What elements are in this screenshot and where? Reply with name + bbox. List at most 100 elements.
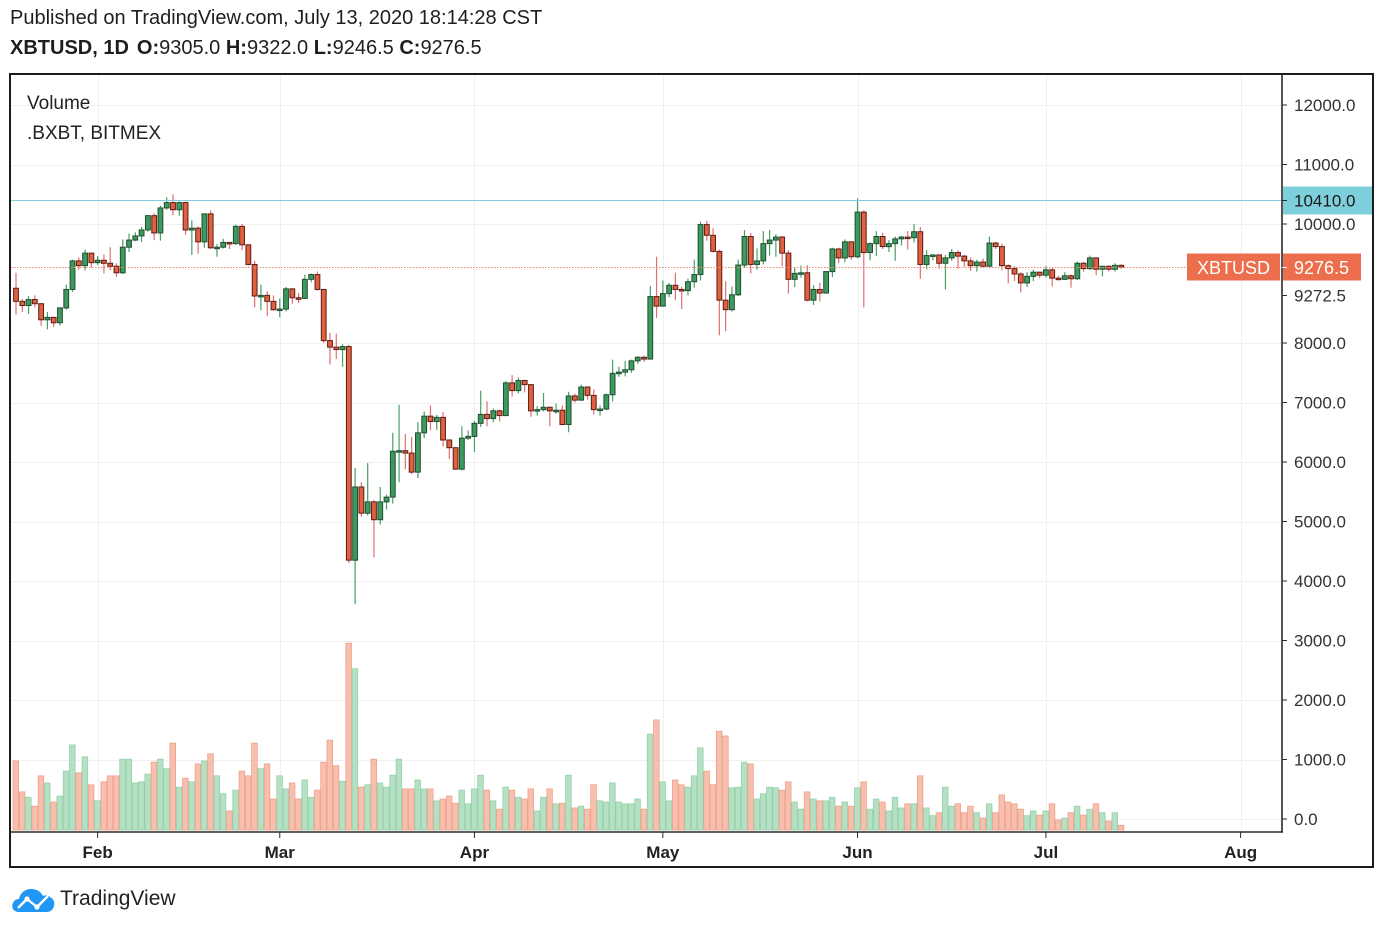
volume-bar <box>872 798 880 831</box>
candle-up <box>157 205 164 241</box>
candle-up <box>659 280 666 307</box>
volume-bar <box>841 801 848 831</box>
candle-body <box>502 382 509 417</box>
volume-bar <box>1011 803 1018 831</box>
volume-bar <box>1117 824 1125 831</box>
candle-body <box>251 263 258 297</box>
candle-down <box>408 437 415 474</box>
candle-up <box>766 229 773 256</box>
candle-up <box>421 411 428 439</box>
volume-bar <box>131 782 139 831</box>
volume-bar <box>44 782 51 831</box>
time-tick-label: May <box>646 843 680 862</box>
candle-body <box>57 307 63 324</box>
candle-down <box>113 263 120 277</box>
candle-down <box>440 412 446 447</box>
volume-bar <box>697 747 704 831</box>
candle-up <box>986 236 993 267</box>
volume-bar <box>803 791 811 831</box>
volume-bar <box>439 798 447 831</box>
candle-up <box>276 298 283 318</box>
candle-body <box>565 395 572 426</box>
volume-bar <box>1105 820 1112 831</box>
volume-bar <box>464 803 472 831</box>
candle-down <box>955 250 961 269</box>
candle-body <box>339 346 346 351</box>
candle-body <box>201 213 208 243</box>
candle-up <box>138 226 145 242</box>
candle-down <box>879 232 886 249</box>
volume-bar <box>420 788 428 831</box>
candle-body <box>220 241 227 248</box>
candle-up <box>458 426 465 471</box>
candle-body <box>729 294 735 311</box>
candle-up <box>634 356 641 364</box>
candle-body <box>973 261 980 267</box>
candle-down <box>590 389 597 415</box>
candle-body <box>1068 275 1074 280</box>
candle-down <box>38 303 45 326</box>
candle-up <box>691 259 698 288</box>
candle-body <box>816 288 823 294</box>
candle-body <box>320 288 327 342</box>
volume-bar <box>527 788 534 831</box>
candle-body <box>703 224 710 236</box>
candle-up <box>597 405 603 416</box>
volume-bar <box>898 807 905 831</box>
candle-body <box>496 410 503 417</box>
candle-down <box>804 265 811 302</box>
candle-body <box>1043 269 1049 276</box>
candle-up <box>63 284 70 310</box>
open-value: 9305.0 <box>159 37 221 59</box>
candle-down <box>992 241 999 249</box>
candle-down <box>452 447 459 470</box>
candle-body <box>722 299 729 311</box>
candle-up <box>666 282 673 298</box>
volume-bar <box>100 781 107 831</box>
volume-bar <box>282 788 290 831</box>
candle-up <box>119 239 126 274</box>
volume-bar <box>577 805 585 831</box>
volume-bar <box>891 796 899 831</box>
volume-bar <box>219 793 227 831</box>
candle-down <box>816 282 823 302</box>
volume-bar <box>885 810 892 831</box>
volume-bar <box>772 787 779 831</box>
price-tick-label: 5000.0 <box>1294 513 1346 532</box>
volume-bar <box>62 770 70 831</box>
volume-bar <box>200 760 208 831</box>
candle-body <box>188 227 195 231</box>
candle-body <box>766 239 773 245</box>
brand-name: TradingView <box>60 887 176 910</box>
candle-body <box>879 235 886 248</box>
volume-bar <box>728 787 735 831</box>
volume-bar <box>489 800 497 831</box>
candle-up <box>553 403 559 414</box>
candle-up <box>534 406 541 416</box>
volume-bar <box>1017 808 1024 831</box>
candle-up <box>1043 266 1049 278</box>
candle-body <box>50 316 57 324</box>
candle-body <box>1030 271 1037 277</box>
volume-bar <box>452 802 459 831</box>
volume-bar <box>31 805 38 831</box>
candle-down <box>999 243 1005 271</box>
candle-down <box>19 298 26 313</box>
volume-bar <box>678 784 685 831</box>
candle-body <box>948 252 955 259</box>
candle-body <box>528 384 534 412</box>
candle-down <box>641 355 647 363</box>
candle-up <box>697 221 704 281</box>
candle-down <box>860 210 867 308</box>
candle-body <box>163 202 170 209</box>
volume-bar <box>351 668 359 831</box>
candle-up <box>477 390 484 427</box>
candle-body <box>659 293 666 307</box>
candle-up <box>308 273 315 283</box>
volume-bar <box>376 782 384 831</box>
candle-body <box>691 274 698 283</box>
volume-bar <box>75 772 82 831</box>
symbol-badge-label: XBTUSD <box>1197 258 1270 278</box>
tradingview-brand[interactable]: TradingView <box>10 883 176 915</box>
